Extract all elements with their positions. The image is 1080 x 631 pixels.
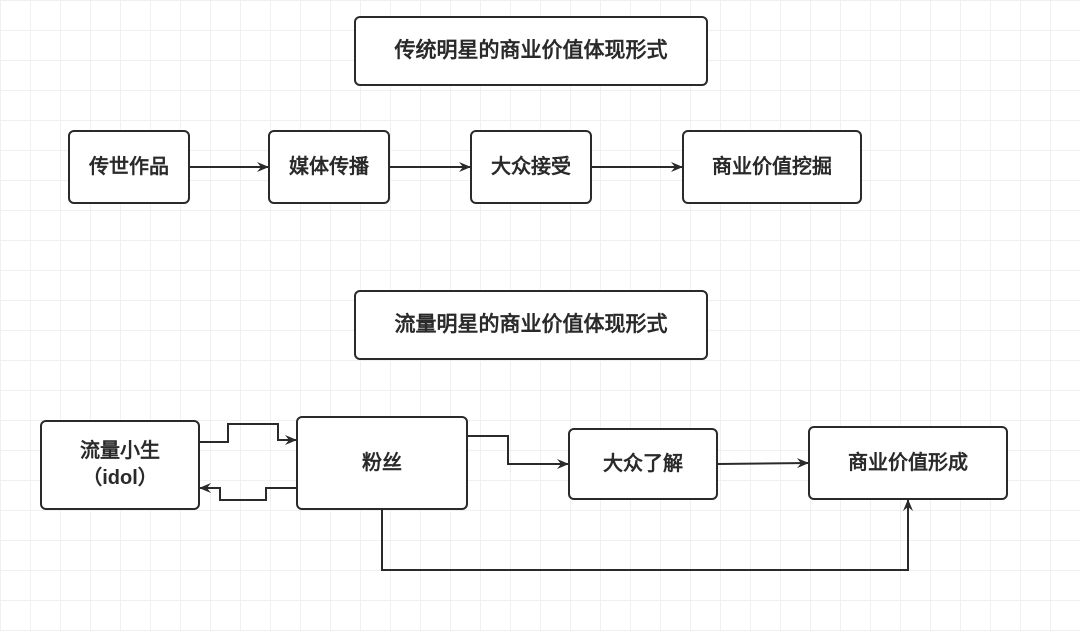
node-b4: 商业价值形成 (808, 426, 1008, 500)
node-b1: 流量小生 （idol） (40, 420, 200, 510)
node-label: 传统明星的商业价值体现形式 (395, 37, 668, 65)
edge-b2-b3 (468, 436, 568, 464)
node-label: 大众接受 (491, 154, 571, 181)
node-label: 传世作品 (89, 154, 169, 181)
node-label: 商业价值形成 (848, 450, 968, 477)
node-label: 大众了解 (603, 451, 683, 478)
edge-b2-b1 (200, 488, 296, 500)
edge-b2-b4 (382, 500, 908, 570)
node-b3: 大众了解 (568, 428, 718, 500)
node-label: 粉丝 (362, 450, 402, 477)
node-label: 媒体传播 (289, 154, 369, 181)
node-a4: 商业价值挖掘 (682, 130, 862, 204)
node-a2: 媒体传播 (268, 130, 390, 204)
node-title1: 传统明星的商业价值体现形式 (354, 16, 708, 86)
edge-b3-b4 (718, 463, 808, 464)
node-label: 流量小生 （idol） (52, 438, 188, 492)
node-a3: 大众接受 (470, 130, 592, 204)
node-label: 流量明星的商业价值体现形式 (395, 311, 668, 339)
node-a1: 传世作品 (68, 130, 190, 204)
node-b2: 粉丝 (296, 416, 468, 510)
edge-b1-b2 (200, 424, 296, 442)
node-label: 商业价值挖掘 (712, 154, 832, 181)
node-title2: 流量明星的商业价值体现形式 (354, 290, 708, 360)
